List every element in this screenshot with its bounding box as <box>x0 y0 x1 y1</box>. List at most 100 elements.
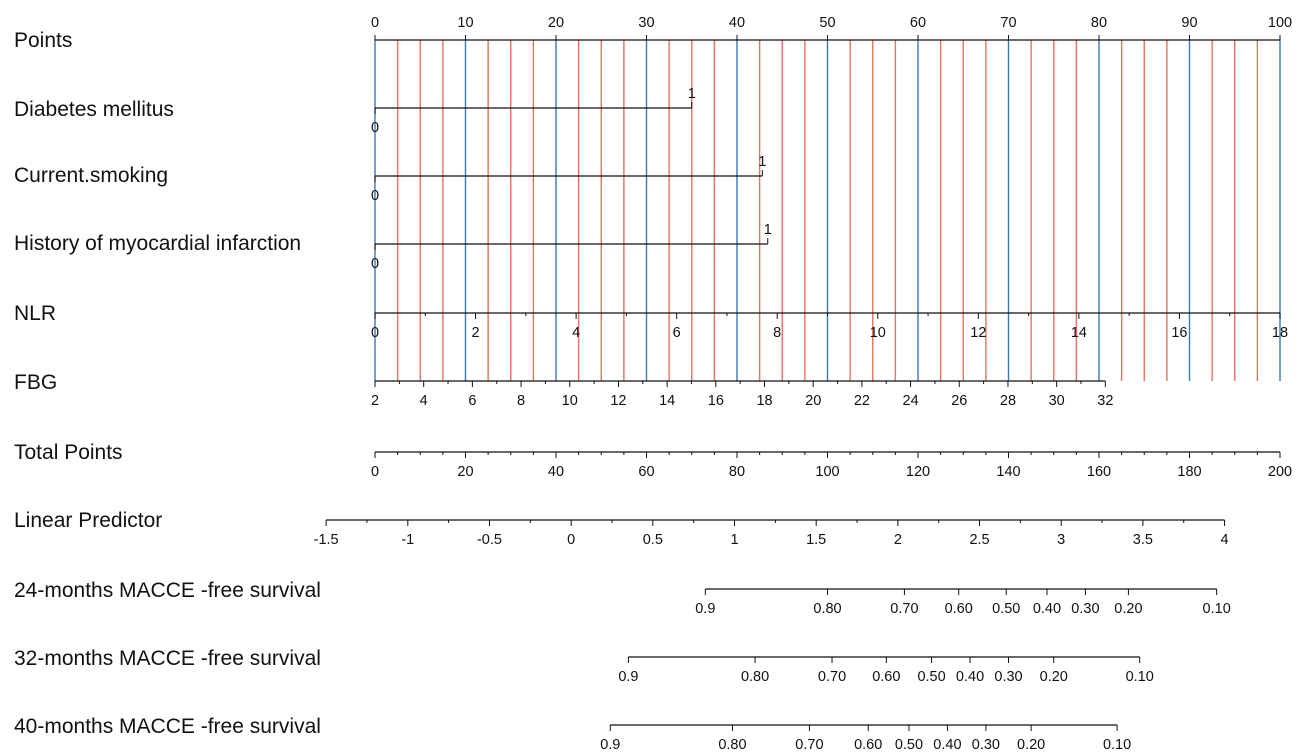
fbg-tick-label: 24 <box>903 393 919 409</box>
32-months-macce-free-survival-tick-label: 0.30 <box>994 669 1022 685</box>
24-months-macce-free-survival-tick-label: 0.40 <box>1033 601 1061 617</box>
24-months-macce-free-survival-tick-label: 0.50 <box>992 601 1020 617</box>
row-label-history-of-myocardial-infarction: History of myocardial infarction <box>14 232 301 255</box>
nlr-tick-label: 6 <box>673 325 681 341</box>
32-months-macce-free-survival-tick-label: 0.40 <box>956 669 984 685</box>
points-tick-label: 30 <box>638 15 654 31</box>
history-of-myocardial-infarction-level-label: 0 <box>371 256 379 272</box>
nlr-tick-label: 14 <box>1071 325 1087 341</box>
24-months-macce-free-survival-tick-label: 0.9 <box>695 601 715 617</box>
40-months-macce-free-survival-tick-label: 0.9 <box>600 737 620 753</box>
points-tick-label: 100 <box>1268 15 1292 31</box>
row-label-linear-predictor: Linear Predictor <box>14 509 162 532</box>
24-months-macce-free-survival-tick-label: 0.70 <box>890 601 918 617</box>
24-months-macce-free-survival-tick-label: 0.20 <box>1114 601 1142 617</box>
fbg-tick-label: 32 <box>1097 393 1113 409</box>
points-tick-label: 50 <box>819 15 835 31</box>
points-tick-label: 20 <box>548 15 564 31</box>
nlr-tick-label: 16 <box>1171 325 1187 341</box>
diabetes-mellitus-level-label: 0 <box>371 120 379 136</box>
row-label-32-months-macce-free-survival: 32-months MACCE -free survival <box>14 647 321 670</box>
nlr-tick-label: 2 <box>472 325 480 341</box>
grid-layer <box>374 40 1281 381</box>
32-months-macce-free-survival-tick-label: 0.10 <box>1126 669 1154 685</box>
diabetes-mellitus-level-label: 1 <box>688 86 696 102</box>
linear-predictor-tick-label: 2.5 <box>969 532 989 548</box>
row-label-24-months-macce-free-survival: 24-months MACCE -free survival <box>14 579 321 602</box>
total-points-tick-label: 0 <box>371 464 379 480</box>
history-of-myocardial-infarction-level-label: 1 <box>764 222 772 238</box>
40-months-macce-free-survival-tick-label: 0.70 <box>795 737 823 753</box>
nlr-tick-label: 4 <box>572 325 580 341</box>
fbg-tick-label: 16 <box>708 393 724 409</box>
row-label-total-points: Total Points <box>14 441 123 464</box>
total-points-tick-label: 20 <box>457 464 473 480</box>
nlr-tick-label: 18 <box>1272 325 1288 341</box>
current-smoking-level-label: 1 <box>758 154 766 170</box>
total-points-tick-label: 100 <box>815 464 839 480</box>
fbg-tick-label: 20 <box>805 393 821 409</box>
32-months-macce-free-survival-tick-label: 0.9 <box>618 669 638 685</box>
40-months-macce-free-survival-tick-label: 0.20 <box>1017 737 1045 753</box>
nlr-tick-label: 8 <box>773 325 781 341</box>
linear-predictor-tick-label: 2 <box>894 532 902 548</box>
linear-predictor-tick-label: 1 <box>730 532 738 548</box>
40-months-macce-free-survival-tick-label: 0.40 <box>933 737 961 753</box>
total-points-tick-label: 160 <box>1087 464 1111 480</box>
fbg-tick-label: 6 <box>468 393 476 409</box>
current-smoking-level-label: 0 <box>371 188 379 204</box>
linear-predictor-tick-label: 3.5 <box>1133 532 1153 548</box>
row-label-diabetes-mellitus: Diabetes mellitus <box>14 98 174 121</box>
linear-predictor-tick-label: 0 <box>567 532 575 548</box>
32-months-macce-free-survival-tick-label: 0.80 <box>741 669 769 685</box>
32-months-macce-free-survival-tick-label: 0.60 <box>872 669 900 685</box>
total-points-tick-label: 140 <box>996 464 1020 480</box>
points-tick-label: 0 <box>371 15 379 31</box>
total-points-tick-label: 40 <box>548 464 564 480</box>
fbg-tick-label: 10 <box>562 393 578 409</box>
24-months-macce-free-survival-tick-label: 0.60 <box>945 601 973 617</box>
24-months-macce-free-survival-tick-label: 0.10 <box>1203 601 1231 617</box>
linear-predictor-tick-label: 1.5 <box>806 532 826 548</box>
40-months-macce-free-survival-tick-label: 0.30 <box>972 737 1000 753</box>
fbg-tick-label: 26 <box>951 393 967 409</box>
fbg-tick-label: 28 <box>1000 393 1016 409</box>
nlr-tick-label: 10 <box>870 325 886 341</box>
40-months-macce-free-survival-tick-label: 0.10 <box>1103 737 1131 753</box>
total-points-tick-label: 60 <box>638 464 654 480</box>
linear-predictor-tick-label: 0.5 <box>643 532 663 548</box>
text-layer: Points Diabetes mellitus Current.smoking Hi… <box>14 15 1292 753</box>
32-months-macce-free-survival-tick-label: 0.20 <box>1040 669 1068 685</box>
40-months-macce-free-survival-tick-label: 0.80 <box>718 737 746 753</box>
points-tick-label: 10 <box>457 15 473 31</box>
nlr-tick-label: 12 <box>970 325 986 341</box>
row-label-40-months-macce-free-survival: 40-months MACCE -free survival <box>14 715 321 738</box>
fbg-tick-label: 22 <box>854 393 870 409</box>
linear-predictor-tick-label: 4 <box>1221 532 1229 548</box>
24-months-macce-free-survival-tick-label: 0.30 <box>1071 601 1099 617</box>
fbg-tick-label: 14 <box>659 393 675 409</box>
fbg-tick-label: 4 <box>420 393 428 409</box>
linear-predictor-tick-label: -1 <box>401 532 414 548</box>
points-tick-label: 70 <box>1000 15 1016 31</box>
total-points-tick-label: 180 <box>1177 464 1201 480</box>
points-tick-label: 40 <box>729 15 745 31</box>
linear-predictor-tick-label: 3 <box>1057 532 1065 548</box>
fbg-tick-label: 8 <box>517 393 525 409</box>
fbg-tick-label: 30 <box>1049 393 1065 409</box>
nlr-tick-label: 0 <box>371 325 379 341</box>
40-months-macce-free-survival-tick-label: 0.60 <box>854 737 882 753</box>
row-label-fbg: FBG <box>14 371 57 394</box>
points-tick-label: 90 <box>1181 15 1197 31</box>
32-months-macce-free-survival-tick-label: 0.70 <box>818 669 846 685</box>
fbg-tick-label: 2 <box>371 393 379 409</box>
axis-layer <box>325 35 1281 731</box>
fbg-tick-label: 12 <box>610 393 626 409</box>
fbg-tick-label: 18 <box>756 393 772 409</box>
total-points-tick-label: 80 <box>729 464 745 480</box>
40-months-macce-free-survival-tick-label: 0.50 <box>895 737 923 753</box>
row-label-points: Points <box>14 29 72 52</box>
32-months-macce-free-survival-tick-label: 0.50 <box>917 669 945 685</box>
